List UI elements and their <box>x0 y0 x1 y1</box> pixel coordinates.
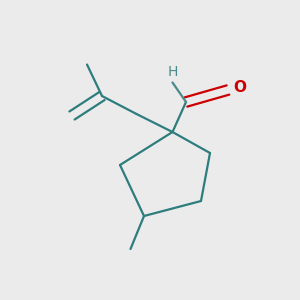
Text: O: O <box>233 80 247 94</box>
Text: H: H <box>167 65 178 79</box>
